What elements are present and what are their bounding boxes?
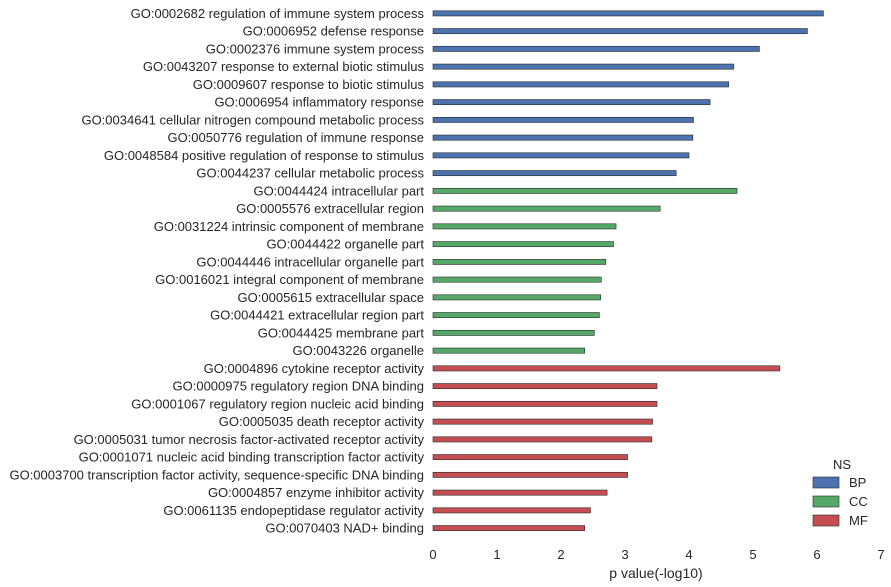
category-label: GO:0005615 extracellular space [238,290,424,305]
category-label: GO:0004857 enzyme inhibitor activity [208,485,425,500]
bar-mf [432,454,628,461]
legend-swatch-cc [812,495,840,508]
category-label: GO:0034641 cellular nitrogen compound me… [81,112,424,127]
category-label: GO:0044424 intracellular part [253,183,424,198]
legend-label: CC [849,494,868,509]
category-label: GO:0009607 response to biotic stimulus [193,77,425,92]
x-tick-label: 6 [813,547,820,562]
category-label: GO:0001067 regulatory region nucleic aci… [131,396,424,411]
category-label: GO:0005031 tumor necrosis factor-activat… [74,432,425,447]
bar-cc [432,276,602,283]
category-label: GO:0003700 transcription factor activity… [9,467,424,482]
bar-bp [432,170,677,177]
bar-bp [432,45,760,52]
bar-cc [432,241,614,248]
legend: NS BP CC MF [812,457,868,528]
bar-bp [432,28,808,35]
category-label: GO:0031224 intrinsic component of membra… [154,219,424,234]
category-label: GO:0000975 regulatory region DNA binding [173,379,425,394]
category-label: GO:0004896 cytokine receptor activity [204,361,425,376]
bar-bp [432,99,711,106]
category-label: GO:0048584 positive regulation of respon… [104,148,425,163]
x-tick-label: 2 [557,547,564,562]
category-label: GO:0061135 endopeptidase regulator activ… [163,503,424,518]
legend-label: MF [849,513,868,528]
bar-bp [432,81,729,88]
category-label: GO:0044421 extracellular region part [210,308,424,323]
legend-label: BP [849,475,866,490]
bar-cc [432,329,595,336]
category-label: GO:0002682 regulation of immune system p… [131,6,425,21]
category-label: GO:0001071 nucleic acid binding transcri… [79,450,425,465]
bar-mf [432,400,658,407]
category-label: GO:0050776 regulation of immune response [167,130,424,145]
bar-cc [432,312,600,319]
x-tick-label: 7 [877,547,884,562]
bar-mf [432,471,628,478]
bar-mf [432,365,781,372]
category-label: GO:0002376 immune system process [206,41,425,56]
bar-cc [432,294,601,301]
category-label: GO:0044422 organelle part [266,237,424,252]
bar-cc [432,223,617,230]
x-axis-title: p value(-log10) [609,565,702,581]
bar-bp [432,10,824,17]
x-tick-label: 3 [621,547,628,562]
bar-bp [432,116,694,123]
category-label: GO:0044237 cellular metabolic process [196,166,424,181]
legend-swatch-bp [812,476,840,489]
category-label: GO:0006954 inflammatory response [214,95,424,110]
x-axis: p value(-log10) 0 1 2 3 4 5 6 7 [429,547,884,581]
bar-mf [432,525,585,532]
bar-bp [432,152,690,159]
bar-mf [432,418,653,425]
category-label: GO:0043207 response to external biotic s… [143,59,425,74]
bar-cc [432,347,585,354]
x-tick-label: 0 [429,547,436,562]
bar-bp [432,134,694,141]
category-label: GO:0005576 extracellular region [236,201,424,216]
category-label: GO:0005035 death receptor activity [219,414,425,429]
category-label: GO:0043226 organelle [292,343,424,358]
x-tick-label: 4 [685,547,692,562]
x-tick-label: 1 [493,547,500,562]
bar-mf [432,489,608,496]
bar-mf [432,436,653,443]
category-label: GO:0044425 membrane part [258,325,425,340]
x-tick-label: 5 [749,547,756,562]
legend-title: NS [833,457,851,472]
legend-swatch-mf [812,514,840,527]
bars [432,10,824,532]
bar-cc [432,187,738,194]
category-label: GO:0044446 intracellular organelle part [196,254,424,269]
category-label: GO:0006952 defense response [243,24,424,39]
bar-mf [432,507,591,514]
bar-bp [432,63,735,70]
bar-cc [432,205,661,212]
category-label: GO:0016021 integral component of membran… [155,272,424,287]
bar-cc [432,258,607,265]
category-labels: GO:0002682 regulation of immune system p… [9,6,424,536]
category-label: GO:0070403 NAD+ binding [265,521,424,536]
bar-mf [432,383,658,390]
